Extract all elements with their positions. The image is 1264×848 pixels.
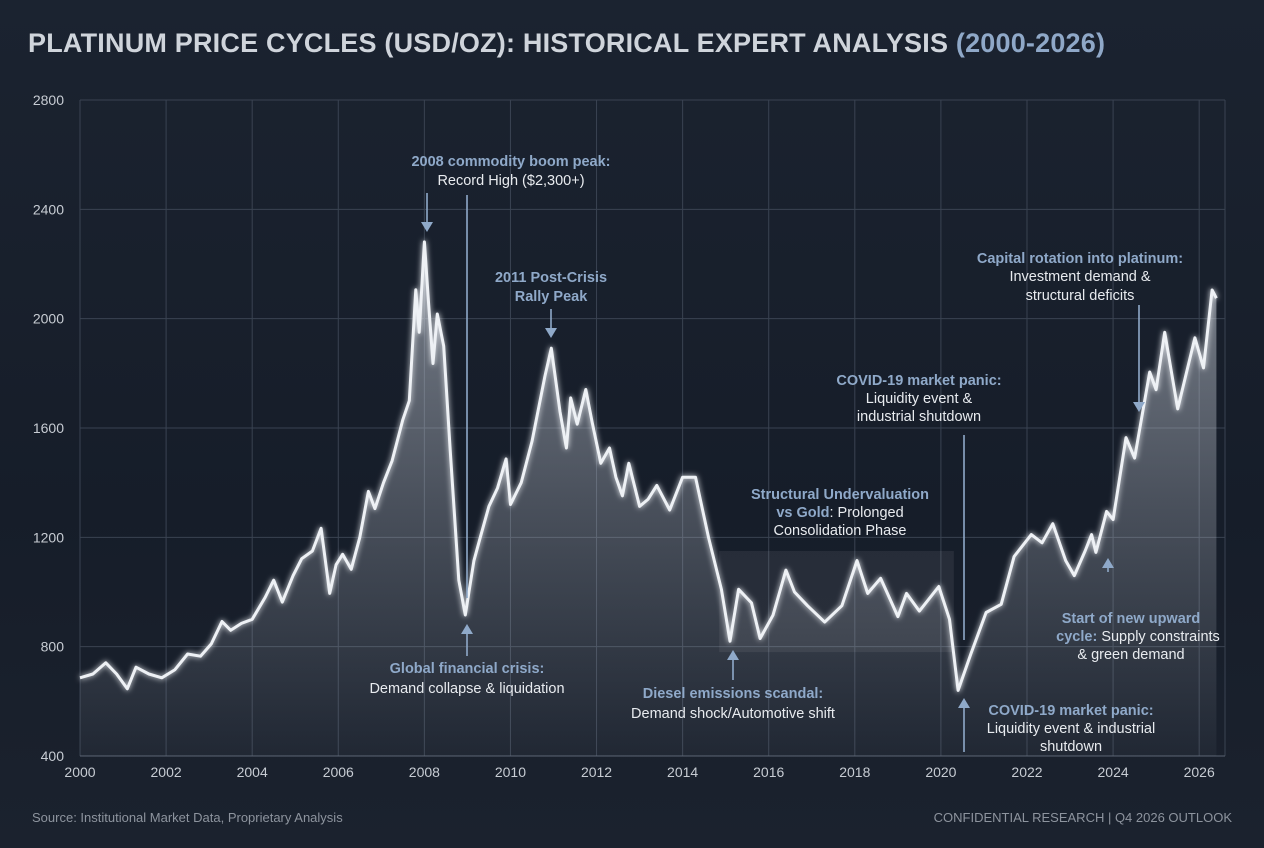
annotation-upward-rest: Supply constraints <box>1097 629 1220 645</box>
confidential-note: CONFIDENTIAL RESEARCH | Q4 2026 OUTLOOK <box>933 810 1232 825</box>
annotation-gfc-text: Demand collapse & liquidation <box>369 681 564 697</box>
annotation-capital-line1: Investment demand & <box>1009 269 1150 285</box>
y-tick-label: 1600 <box>33 420 64 436</box>
annotation-capital-title: Capital rotation into platinum: <box>977 251 1183 267</box>
x-tick-label: 2018 <box>839 764 870 780</box>
annotation-covid-upper-line1: Liquidity event & <box>866 391 973 407</box>
title-main: PLATINUM PRICE CYCLES (USD/OZ): HISTORIC… <box>28 28 956 58</box>
y-tick-label: 2800 <box>33 92 64 108</box>
annotation-covid-lower-line1: Liquidity event & industrial <box>987 721 1155 737</box>
arrowhead-icon <box>958 698 970 708</box>
x-tick-label: 2002 <box>151 764 182 780</box>
annotation-upward-line1: Start of new upward <box>1062 611 1201 627</box>
y-tick-label: 400 <box>41 748 65 764</box>
x-tick-label: 2006 <box>323 764 354 780</box>
annotations: 2008 commodity boom peak: Record High ($… <box>369 154 1219 755</box>
annotation-arrows <box>421 193 1145 752</box>
annotation-structural-line3: Consolidation Phase <box>773 523 906 539</box>
arrowhead-icon <box>727 650 739 660</box>
annotation-2011-line2: Rally Peak <box>515 289 588 305</box>
annotation-2011-line1: 2011 Post-Crisis <box>495 270 607 286</box>
y-tick-label: 2000 <box>33 311 64 327</box>
price-area <box>80 241 1217 756</box>
annotation-covid-lower-title: COVID-19 market panic: <box>988 703 1153 719</box>
x-tick-label: 2010 <box>495 764 526 780</box>
annotation-covid-upper-line2: industrial shutdown <box>857 409 981 425</box>
axis-ticks: 2000 2002 2004 2006 2008 2010 2012 2014 2016 2018… <box>33 92 1215 780</box>
x-tick-label: 2012 <box>581 764 612 780</box>
chart-title: PLATINUM PRICE CYCLES (USD/OZ): HISTORIC… <box>28 28 1105 59</box>
annotation-structural-bold: vs Gold <box>776 505 829 521</box>
annotation-upward-line2: cycle: Supply constraints <box>1056 629 1220 645</box>
annotation-upward-bold: cycle: <box>1056 629 1097 645</box>
annotation-covid-lower-line2: shutdown <box>1040 739 1102 755</box>
arrowhead-icon <box>1133 402 1145 412</box>
annotation-diesel-text: Demand shock/Automotive shift <box>631 706 835 722</box>
arrowhead-icon <box>461 624 473 634</box>
annotation-2008-title: 2008 commodity boom peak: <box>411 154 610 170</box>
x-tick-label: 2014 <box>667 764 698 780</box>
annotation-structural-line2: vs Gold: Prolonged <box>776 505 903 521</box>
annotation-structural-rest: : Prolonged <box>830 505 904 521</box>
price-line <box>79 240 1218 692</box>
x-tick-label: 2026 <box>1184 764 1215 780</box>
annotation-gfc-title: Global financial crisis: <box>390 661 545 677</box>
x-tick-label: 2016 <box>753 764 784 780</box>
x-tick-label: 2008 <box>409 764 440 780</box>
x-tick-label: 2024 <box>1098 764 1129 780</box>
arrowhead-icon <box>545 328 557 338</box>
y-tick-label: 2400 <box>33 201 64 217</box>
title-range: (2000-2026) <box>955 28 1106 58</box>
y-tick-label: 800 <box>41 639 65 655</box>
annotation-covid-upper-title: COVID-19 market panic: <box>836 373 1001 389</box>
arrowhead-icon <box>421 222 433 232</box>
annotation-structural-line1: Structural Undervaluation <box>751 487 929 503</box>
x-tick-label: 2022 <box>1011 764 1042 780</box>
x-tick-label: 2020 <box>925 764 956 780</box>
x-tick-label: 2000 <box>64 764 95 780</box>
arrowhead-icon <box>1102 558 1114 568</box>
annotation-diesel-title: Diesel emissions scandal: <box>643 686 824 702</box>
annotation-upward-line3: & green demand <box>1077 647 1184 663</box>
annotation-capital-line2: structural deficits <box>1026 288 1135 304</box>
annotation-2008-text: Record High ($2,300+) <box>437 173 584 189</box>
y-tick-label: 1200 <box>33 529 64 545</box>
source-note: Source: Institutional Market Data, Propr… <box>32 810 343 825</box>
x-tick-label: 2004 <box>237 764 268 780</box>
